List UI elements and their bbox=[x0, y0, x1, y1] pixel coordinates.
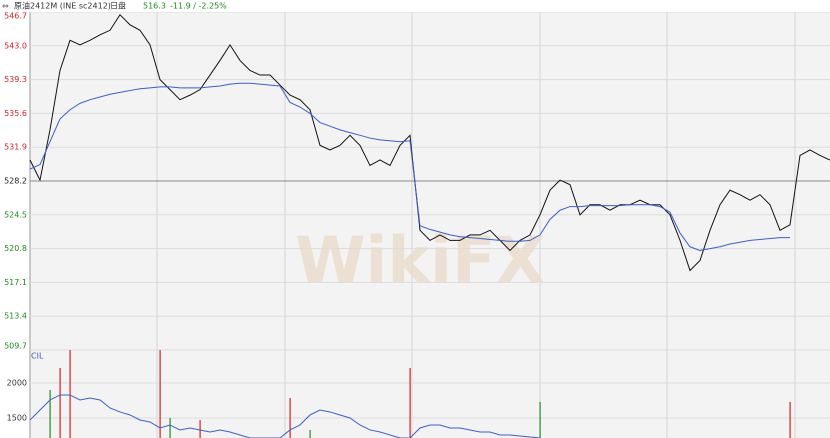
watermark: WikiFX bbox=[295, 225, 545, 299]
y-tick-label: 543.0 bbox=[4, 41, 27, 50]
y-tick-label: 539.3 bbox=[4, 75, 27, 84]
y-tick-label: 524.5 bbox=[4, 210, 27, 219]
series-line bbox=[29, 13, 830, 272]
pane-label: CIL bbox=[31, 352, 44, 361]
volume-bar bbox=[789, 401, 791, 438]
session-lines bbox=[156, 12, 796, 438]
y-tick-label: 2000 bbox=[7, 378, 27, 387]
y-tick-label: 546.7 bbox=[4, 12, 27, 21]
volume-bar bbox=[159, 350, 161, 438]
grid bbox=[30, 11, 830, 419]
volume-bar bbox=[169, 417, 171, 438]
header-bar bbox=[0, 0, 830, 12]
y-tick-label: 509.7 bbox=[4, 342, 27, 351]
y-tick-label: 531.9 bbox=[4, 143, 27, 152]
session-select[interactable]: 日盘 bbox=[110, 1, 126, 11]
volume-bar bbox=[289, 397, 291, 438]
last-price: 516.3 bbox=[143, 2, 166, 11]
series-line bbox=[29, 394, 541, 438]
volume-bar bbox=[539, 401, 541, 438]
volume-bar bbox=[69, 350, 71, 438]
y-tick-label: 528.2 bbox=[4, 177, 27, 186]
marks bbox=[29, 13, 830, 438]
y-tick-label: 535.6 bbox=[4, 109, 27, 118]
volume-bar bbox=[59, 367, 61, 438]
volume-bar bbox=[49, 389, 51, 438]
series-line bbox=[29, 82, 790, 251]
volume-bar bbox=[409, 367, 411, 438]
symbol: 原油2412M (INE sc2412) bbox=[14, 1, 111, 11]
y-tick-label: 520.8 bbox=[4, 244, 27, 253]
y-tick-label: 513.4 bbox=[4, 312, 27, 321]
y-tick-label: 1500 bbox=[7, 413, 27, 422]
icon: ⇔ bbox=[2, 2, 9, 11]
volume-bar bbox=[309, 429, 311, 438]
change: -11.9 / -2.25% bbox=[170, 2, 227, 11]
volume-bar bbox=[199, 420, 201, 438]
header: ⇔ 原油2412M (INE sc2412) 日盘 516.3 -11.9 / … bbox=[0, 0, 830, 12]
y-tick-label: 517.1 bbox=[4, 278, 27, 287]
